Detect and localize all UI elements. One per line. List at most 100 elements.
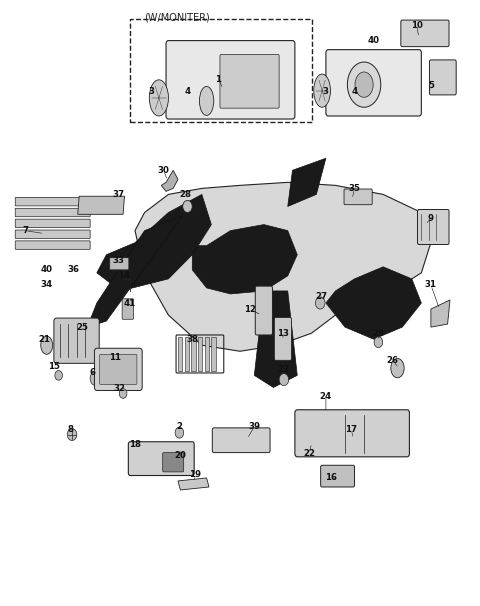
Circle shape <box>67 428 77 441</box>
Bar <box>204 338 209 370</box>
FancyBboxPatch shape <box>295 410 409 457</box>
Text: 31: 31 <box>425 281 437 290</box>
Text: 12: 12 <box>243 305 255 313</box>
Circle shape <box>183 201 192 213</box>
Polygon shape <box>254 291 297 387</box>
FancyBboxPatch shape <box>212 428 270 453</box>
Text: 25: 25 <box>77 322 88 331</box>
Circle shape <box>90 371 102 385</box>
Text: 4: 4 <box>351 87 358 96</box>
Text: 6: 6 <box>89 368 95 377</box>
Text: 38: 38 <box>186 335 198 344</box>
Text: 17: 17 <box>345 425 357 434</box>
FancyBboxPatch shape <box>418 210 449 244</box>
Text: 10: 10 <box>410 21 422 30</box>
FancyBboxPatch shape <box>122 299 133 319</box>
FancyBboxPatch shape <box>54 318 99 364</box>
Polygon shape <box>78 196 124 215</box>
Text: 11: 11 <box>109 353 121 362</box>
Text: 27: 27 <box>315 293 327 301</box>
Circle shape <box>175 427 184 438</box>
Text: 19: 19 <box>189 470 201 479</box>
Bar <box>192 338 196 370</box>
Text: 34: 34 <box>41 281 53 290</box>
Text: 14: 14 <box>119 271 131 281</box>
Text: 29: 29 <box>372 328 384 338</box>
Ellipse shape <box>348 62 381 107</box>
Polygon shape <box>431 300 450 327</box>
Text: 35: 35 <box>348 184 360 193</box>
Polygon shape <box>326 267 421 339</box>
Text: 26: 26 <box>387 356 399 365</box>
Circle shape <box>55 370 62 380</box>
FancyBboxPatch shape <box>344 189 372 205</box>
Polygon shape <box>161 170 178 191</box>
Text: 24: 24 <box>320 392 332 401</box>
Polygon shape <box>97 195 211 291</box>
FancyBboxPatch shape <box>15 208 90 217</box>
Text: 32: 32 <box>114 384 126 393</box>
Text: 21: 21 <box>38 335 50 344</box>
Text: 15: 15 <box>48 362 60 371</box>
Text: 9: 9 <box>428 214 434 223</box>
Text: 30: 30 <box>158 166 169 175</box>
Ellipse shape <box>314 74 330 107</box>
FancyBboxPatch shape <box>15 241 90 249</box>
FancyBboxPatch shape <box>401 20 449 47</box>
Text: 36: 36 <box>67 265 79 275</box>
Text: 2: 2 <box>176 422 182 431</box>
Polygon shape <box>87 216 183 327</box>
FancyBboxPatch shape <box>326 50 421 116</box>
Text: 37: 37 <box>112 190 124 199</box>
Text: 22: 22 <box>303 449 315 458</box>
Text: 40: 40 <box>41 265 53 275</box>
Text: 28: 28 <box>179 190 191 199</box>
FancyBboxPatch shape <box>128 442 194 476</box>
Text: 40: 40 <box>368 36 380 45</box>
Polygon shape <box>135 182 431 351</box>
Text: 5: 5 <box>428 81 434 90</box>
FancyBboxPatch shape <box>100 355 137 384</box>
Text: 20: 20 <box>174 450 186 459</box>
Text: (W/MONITER): (W/MONITER) <box>144 13 210 22</box>
Ellipse shape <box>199 87 214 115</box>
Ellipse shape <box>41 336 53 355</box>
FancyBboxPatch shape <box>430 60 456 95</box>
FancyBboxPatch shape <box>275 318 291 361</box>
Text: 7: 7 <box>22 226 28 235</box>
Text: 1: 1 <box>216 75 222 84</box>
Ellipse shape <box>355 72 373 98</box>
Circle shape <box>119 388 127 398</box>
Bar <box>185 338 189 370</box>
Text: 23: 23 <box>277 365 289 374</box>
Text: 33: 33 <box>112 256 124 265</box>
Text: 39: 39 <box>248 422 260 431</box>
FancyBboxPatch shape <box>321 465 355 487</box>
Text: 16: 16 <box>324 473 336 482</box>
Polygon shape <box>178 478 209 490</box>
FancyBboxPatch shape <box>255 286 273 335</box>
Bar <box>178 338 182 370</box>
FancyBboxPatch shape <box>166 41 295 119</box>
Polygon shape <box>288 158 326 207</box>
FancyBboxPatch shape <box>15 219 90 228</box>
FancyBboxPatch shape <box>95 348 142 390</box>
Polygon shape <box>192 225 297 294</box>
Ellipse shape <box>149 80 168 116</box>
Text: 3: 3 <box>323 87 329 96</box>
Text: 13: 13 <box>277 328 289 338</box>
FancyBboxPatch shape <box>220 55 279 108</box>
Text: 3: 3 <box>149 87 155 96</box>
Text: 18: 18 <box>129 440 141 449</box>
Bar <box>198 338 202 370</box>
Ellipse shape <box>391 359 404 378</box>
Text: 41: 41 <box>123 299 135 307</box>
FancyBboxPatch shape <box>110 258 129 270</box>
Bar <box>211 338 216 370</box>
Circle shape <box>315 297 325 309</box>
Text: 8: 8 <box>68 425 73 434</box>
Text: 4: 4 <box>184 87 191 96</box>
FancyBboxPatch shape <box>15 198 90 206</box>
FancyBboxPatch shape <box>15 230 90 238</box>
Circle shape <box>279 373 288 385</box>
